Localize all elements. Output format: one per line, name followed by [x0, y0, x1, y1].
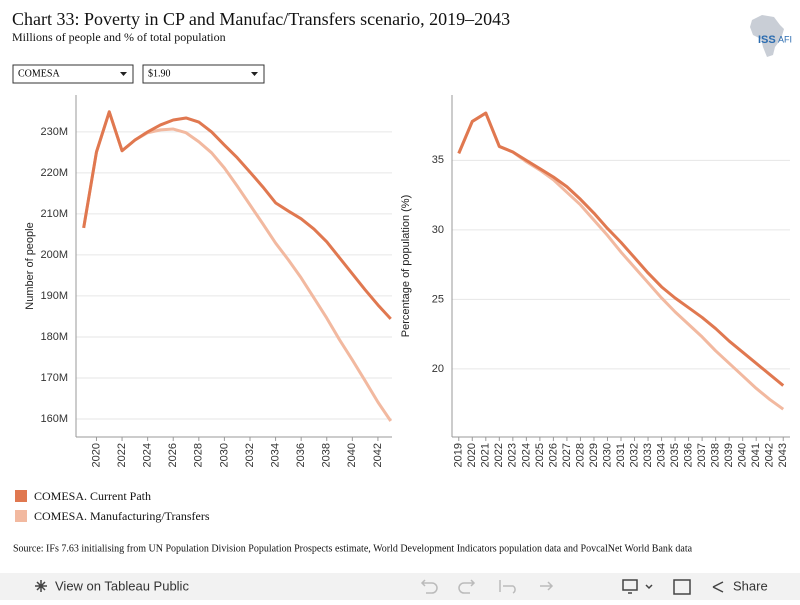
x-tick-label: 2027 — [561, 443, 573, 467]
title: Chart 33: Poverty in CP and Manufac/Tran… — [12, 9, 510, 29]
legend-swatch — [15, 510, 27, 522]
y-tick-label: 20 — [432, 363, 444, 375]
tableau-icon[interactable] — [35, 580, 47, 592]
subtitle: Millions of people and % of total popula… — [12, 30, 226, 44]
x-tick-label: 2020 — [466, 443, 478, 467]
y-tick-label: 230M — [40, 126, 68, 138]
logo-text: ISS — [758, 34, 776, 46]
x-tick-label: 2034 — [655, 443, 667, 467]
y-tick-label: 190M — [40, 290, 68, 302]
dropdown-box[interactable] — [12, 64, 134, 84]
y-axis-label: Number of people — [24, 222, 36, 309]
x-tick-label: 2028 — [193, 443, 205, 467]
y-tick-label: 25 — [432, 293, 444, 305]
line-series — [82, 110, 392, 320]
view-link[interactable]: View on Tableau Public — [55, 578, 189, 593]
x-tick-label: 2030 — [601, 443, 613, 467]
y-tick-label: 200M — [40, 249, 68, 261]
x-tick-label: 2033 — [642, 443, 654, 467]
x-tick-label: 2023 — [507, 443, 519, 467]
x-tick-label: 2039 — [723, 443, 735, 467]
logo-map — [750, 15, 784, 57]
line-series — [457, 111, 785, 411]
x-tick-label: 2038 — [321, 443, 333, 467]
y-tick-label: 220M — [40, 167, 68, 179]
x-tick-label: 2022 — [116, 443, 128, 467]
legend-label: COMESA. Current Path — [34, 489, 151, 503]
x-tick-label: 2036 — [683, 443, 695, 467]
x-tick-label: 2022 — [493, 443, 505, 467]
x-tick-label: 2042 — [764, 443, 776, 467]
legend-swatch — [15, 490, 27, 502]
y-axis-label: Percentage of population (%) — [400, 195, 412, 337]
y-tick-label: 30 — [432, 224, 444, 236]
x-tick-label: 2038 — [710, 443, 722, 467]
undo-button[interactable] — [420, 579, 438, 594]
x-tick-label: 2024 — [520, 443, 532, 467]
x-tick-label: 2034 — [269, 443, 281, 467]
y-tick-label: 210M — [40, 208, 68, 220]
filter[interactable]: COMESA — [12, 64, 134, 84]
x-tick-label: 2024 — [142, 443, 154, 467]
x-tick-label: 2040 — [737, 443, 749, 467]
x-tick-label: 2036 — [295, 443, 307, 467]
fullscreen-button[interactable] — [673, 579, 691, 595]
x-tick-label: 2019 — [453, 443, 465, 467]
x-tick-label: 2029 — [588, 443, 600, 467]
x-tick-label: 2028 — [574, 443, 586, 467]
dropdown-box[interactable] — [142, 64, 265, 84]
x-tick-label: 2032 — [628, 443, 640, 467]
legend-label: COMESA. Manufacturing/Transfers — [34, 509, 210, 523]
x-tick-label: 2041 — [750, 443, 762, 467]
y-tick-label: 180M — [40, 331, 68, 343]
source: Source: IFs 7.63 initialising from UN Po… — [13, 543, 693, 554]
x-tick-label: 2025 — [534, 443, 546, 467]
dropdown-arrow[interactable] — [251, 72, 258, 76]
revert-button[interactable] — [499, 580, 516, 594]
share-icon[interactable] — [712, 581, 724, 593]
dropdown-value[interactable]: COMESA — [18, 68, 60, 79]
dropdown-value[interactable]: $1.90 — [148, 68, 171, 79]
y-tick-label: 170M — [40, 372, 68, 384]
filter[interactable]: $1.90 — [142, 64, 265, 84]
y-tick-label: 35 — [432, 154, 444, 166]
x-tick-label: 2035 — [669, 443, 681, 467]
x-tick-label: 2021 — [480, 443, 492, 467]
download-button[interactable] — [622, 579, 653, 594]
x-tick-label: 2040 — [346, 443, 358, 467]
dropdown-arrow[interactable] — [120, 72, 127, 76]
x-tick-label: 2031 — [615, 443, 627, 467]
x-tick-label: 2043 — [777, 443, 789, 467]
logo-suffix: AFI — [778, 34, 792, 44]
x-tick-label: 2026 — [547, 443, 559, 467]
redo-button[interactable] — [458, 579, 476, 594]
x-tick-label: 2026 — [167, 443, 179, 467]
line-series — [457, 111, 785, 387]
y-tick-label: 160M — [40, 413, 68, 425]
toolbar — [0, 573, 800, 600]
x-tick-label: 2032 — [244, 443, 256, 467]
x-tick-label: 2020 — [90, 443, 102, 467]
x-tick-label: 2030 — [218, 443, 230, 467]
share-button[interactable]: Share — [733, 578, 768, 593]
x-tick-label: 2037 — [696, 443, 708, 467]
refresh-button[interactable] — [540, 581, 554, 591]
x-tick-label: 2042 — [372, 443, 384, 467]
